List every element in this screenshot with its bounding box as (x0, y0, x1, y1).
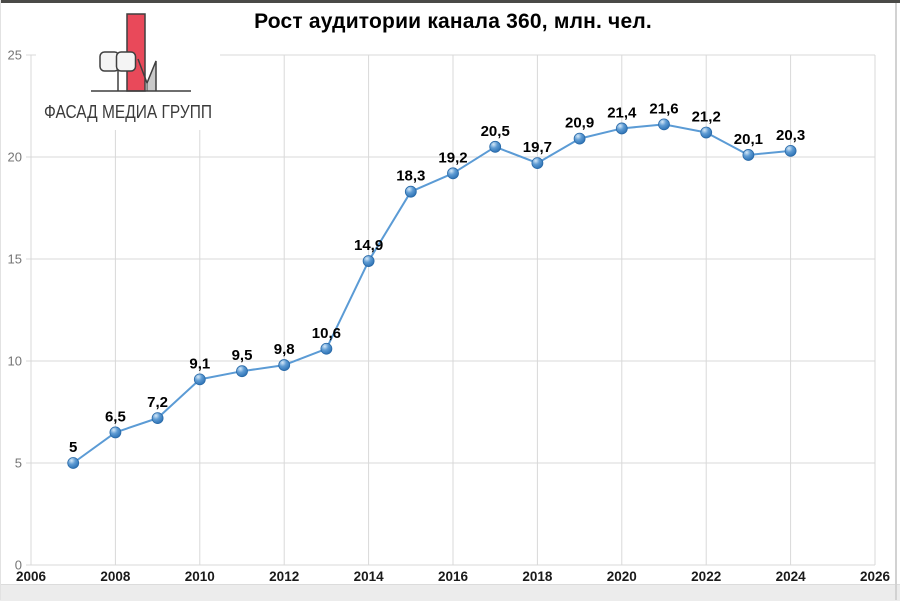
logo-text: ФАСАД МЕДИА ГРУПП (44, 102, 212, 122)
data-point-label: 6,5 (105, 408, 126, 425)
logo-m-outline (137, 58, 157, 91)
x-axis-label: 2008 (100, 569, 131, 584)
data-point-label: 14,9 (354, 237, 383, 254)
data-point-marker (362, 255, 375, 267)
x-axis-label: 2020 (607, 569, 637, 584)
data-point-marker (151, 412, 164, 425)
data-point-marker (236, 365, 248, 378)
screen-right-edge (895, 3, 897, 600)
data-point-marker (193, 373, 206, 386)
data-point-label: 9,5 (232, 347, 253, 364)
data-point-label: 19,7 (523, 139, 552, 156)
x-axis-label: 2024 (776, 569, 807, 584)
x-axis-label: 2016 (438, 569, 469, 584)
y-axis-label: 20 (8, 150, 22, 165)
data-point-label: 5 (69, 439, 77, 456)
y-axis-label: 10 (8, 354, 22, 369)
y-axis-label: 25 (8, 48, 22, 63)
x-axis-label: 2012 (269, 569, 299, 584)
x-axis-label: 2014 (354, 569, 385, 584)
data-point-label: 20,9 (565, 115, 594, 132)
x-axis-label: 2022 (691, 569, 721, 584)
data-point-label: 21,4 (607, 104, 637, 121)
fasad-media-group-logo: ФАСАД МЕДИА ГРУПП (36, 6, 220, 130)
data-point-label: 10,6 (312, 325, 341, 342)
data-point-marker (320, 342, 333, 355)
y-axis-label: 5 (15, 456, 22, 471)
data-point-label: 21,6 (649, 100, 678, 117)
data-line (72, 123, 792, 464)
data-point-label: 9,1 (189, 355, 210, 372)
data-point-label: 20,5 (481, 123, 510, 140)
chart-title: Рост аудитории канала 360, млн. чел. (254, 10, 652, 33)
data-point-marker (67, 457, 80, 469)
x-axis-label: 2026 (860, 569, 891, 584)
data-point-marker (658, 118, 670, 131)
logo-mark (91, 13, 191, 92)
data-point-marker (447, 167, 459, 180)
data-point-label: 20,3 (776, 127, 805, 144)
footer-strip (0, 584, 900, 601)
data-point-marker (700, 126, 713, 139)
data-point-label: 20,1 (734, 131, 763, 148)
y-axis-label: 15 (8, 252, 22, 267)
data-point-marker (109, 426, 122, 439)
data-point-marker (784, 144, 797, 157)
data-point-label: 18,3 (396, 168, 425, 185)
x-axis-label: 2010 (185, 569, 215, 584)
data-point-label: 19,2 (438, 149, 467, 166)
data-point-marker (742, 149, 755, 161)
data-point-label: 9,8 (274, 341, 295, 358)
logo-mark-svg: ФАСАД МЕДИА ГРУПП (44, 13, 212, 122)
data-point-marker (531, 157, 544, 170)
data-point-label: 21,2 (692, 109, 721, 126)
screen-top-edge (0, 0, 900, 3)
data-point-marker (489, 140, 502, 153)
logo-square-right (115, 51, 137, 72)
data-point-marker (573, 132, 586, 145)
data-point-marker (278, 359, 291, 371)
screen-left-edge (0, 0, 1, 600)
data-point-marker (404, 185, 417, 198)
data-point-label: 7,2 (147, 394, 168, 411)
x-axis-label: 2018 (522, 569, 553, 584)
y-axis-label: 0 (15, 558, 22, 573)
x-axis-label: 2006 (16, 569, 47, 584)
data-point-marker (615, 122, 628, 135)
